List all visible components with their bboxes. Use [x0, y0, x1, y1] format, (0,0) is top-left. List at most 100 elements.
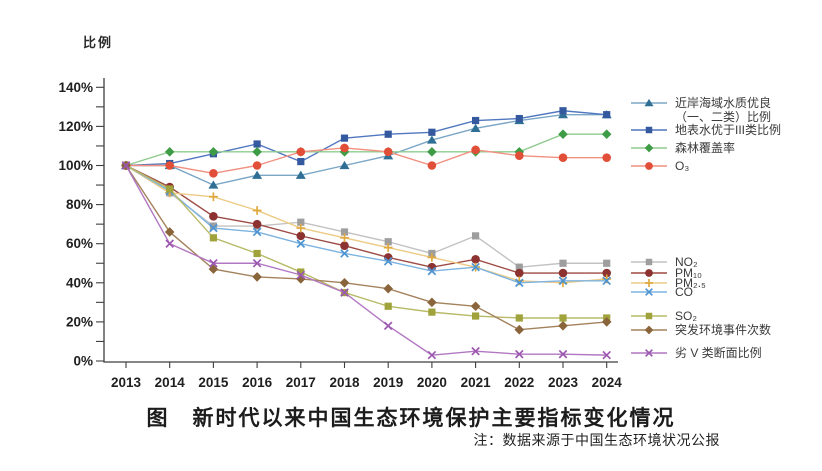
series-marker-o3: [427, 161, 437, 170]
legend-item-incidents: 突发环境事件次数: [630, 323, 771, 337]
series-marker-surface-water: [253, 140, 261, 148]
legend-item-so2: SO₂: [630, 309, 697, 323]
series-marker-forest-coverage: [601, 129, 612, 140]
series-marker-co: [296, 239, 306, 249]
legend-label-coastal: 近岸海域水质优良 （一、二类）比例: [675, 96, 772, 124]
series-marker-so2: [428, 308, 436, 316]
series-inferior-v: [121, 161, 612, 360]
series-marker-co: [471, 262, 480, 272]
series-marker-no2: [209, 222, 217, 230]
series-marker-co: [514, 278, 524, 288]
x-tick-label-2022: 2022: [504, 375, 534, 390]
series-marker-inferior-v: [383, 321, 393, 331]
series-marker-co: [383, 256, 393, 266]
series-marker-pm25: [209, 192, 218, 202]
series-marker-inferior-v: [558, 349, 568, 359]
legend-swatch-no2: [631, 258, 667, 266]
legend-item-o3: O₃: [630, 159, 689, 173]
series-marker-co: [340, 249, 349, 258]
series-marker-incidents: [164, 227, 175, 237]
series-marker-no2: [472, 232, 480, 240]
series-marker-forest-coverage: [427, 147, 437, 157]
legend-label-so2: SO₂: [675, 309, 697, 323]
series-line-so2: [125, 164, 607, 319]
y-tick-label-20: 20%: [66, 314, 93, 329]
series-marker-pm25: [427, 252, 437, 262]
legend-marker-o3: [645, 162, 653, 170]
x-tick-label-2016: 2016: [242, 375, 273, 390]
series-marker-forest-coverage: [558, 129, 568, 140]
x-tick-label-2017: 2017: [286, 375, 316, 390]
series-marker-inferior-v: [209, 258, 218, 268]
series-marker-coastal: [339, 160, 350, 170]
series-line-co: [125, 164, 607, 284]
series-marker-coastal: [295, 170, 306, 179]
series-marker-incidents: [601, 317, 612, 327]
series-marker-coastal: [252, 170, 263, 179]
legend-label-no2: NO₂: [675, 255, 698, 269]
series-marker-pm10: [340, 241, 349, 250]
series-marker-so2: [253, 249, 261, 258]
series-marker-surface-water: [515, 114, 523, 123]
series-marker-o3: [471, 145, 480, 155]
series-marker-inferior-v: [602, 350, 612, 360]
legend-marker-no2: [645, 258, 653, 266]
series-marker-coastal: [208, 180, 219, 189]
series-line-o3: [126, 147, 607, 175]
x-tick-label-2015: 2015: [198, 375, 229, 390]
series-marker-o3: [558, 153, 568, 162]
series-line-pm10: [125, 164, 607, 274]
series-marker-incidents: [339, 278, 350, 288]
legend-label-inferior-v: 劣 V 类断面比例: [675, 346, 762, 360]
series-marker-inferior-v: [340, 288, 349, 297]
legend-item-no2: NO₂: [630, 255, 698, 269]
series-marker-forest-coverage: [164, 147, 175, 157]
x-tick-label-2018: 2018: [329, 375, 360, 390]
y-tick-label-40: 40%: [66, 275, 93, 290]
legend-swatch-coastal: [631, 98, 667, 107]
series-o3: [121, 143, 611, 178]
legend-item-co: CO: [630, 285, 693, 299]
series-marker-incidents: [252, 272, 262, 282]
series-line-no2: [125, 164, 607, 268]
series-marker-co: [427, 266, 437, 276]
legend-swatch-o3: [631, 162, 667, 170]
series-marker-o3: [602, 153, 611, 162]
legend-marker-forest-coverage: [644, 143, 654, 153]
series-pm25: [121, 161, 612, 288]
series-marker-o3: [165, 161, 174, 170]
series-marker-no2: [515, 263, 523, 271]
legend-swatch-so2: [631, 312, 667, 320]
legend-label-surface-water: 地表水优于III类比例: [675, 123, 782, 137]
series-incidents: [121, 160, 612, 335]
series-marker-pm25: [296, 223, 306, 233]
legend-marker-pm10: [645, 269, 653, 277]
legend-swatch-pm25: [631, 279, 667, 287]
series-marker-no2: [603, 259, 611, 267]
series-marker-so2: [384, 302, 392, 310]
y-tick-label-80: 80%: [66, 197, 93, 212]
series-marker-co: [558, 276, 568, 286]
axes: [103, 78, 618, 363]
legend-swatch-forest-coverage: [631, 143, 667, 153]
series-marker-surface-water: [340, 134, 349, 142]
legend-item-inferior-v: 劣 V 类断面比例: [630, 346, 762, 360]
legend-marker-coastal: [644, 98, 654, 107]
series-marker-pm10: [471, 255, 480, 264]
legend-label-forest-coverage: 森林覆盖率: [675, 141, 736, 155]
series-marker-incidents: [427, 297, 437, 308]
x-tick-label-2021: 2021: [461, 375, 492, 390]
series-marker-so2: [297, 268, 305, 276]
legend-marker-inferior-v: [645, 349, 653, 357]
series-marker-o3: [252, 161, 262, 170]
y-axis-title: 比例: [83, 35, 114, 50]
series-marker-o3: [296, 147, 306, 157]
series-marker-surface-water: [428, 128, 436, 136]
series-marker-o3: [383, 147, 393, 157]
series-marker-forest-coverage: [208, 147, 219, 157]
series-marker-surface-water: [297, 157, 305, 166]
series-marker-so2: [209, 234, 217, 242]
legend-marker-incidents: [644, 325, 654, 335]
legend-swatch-co: [631, 288, 667, 296]
